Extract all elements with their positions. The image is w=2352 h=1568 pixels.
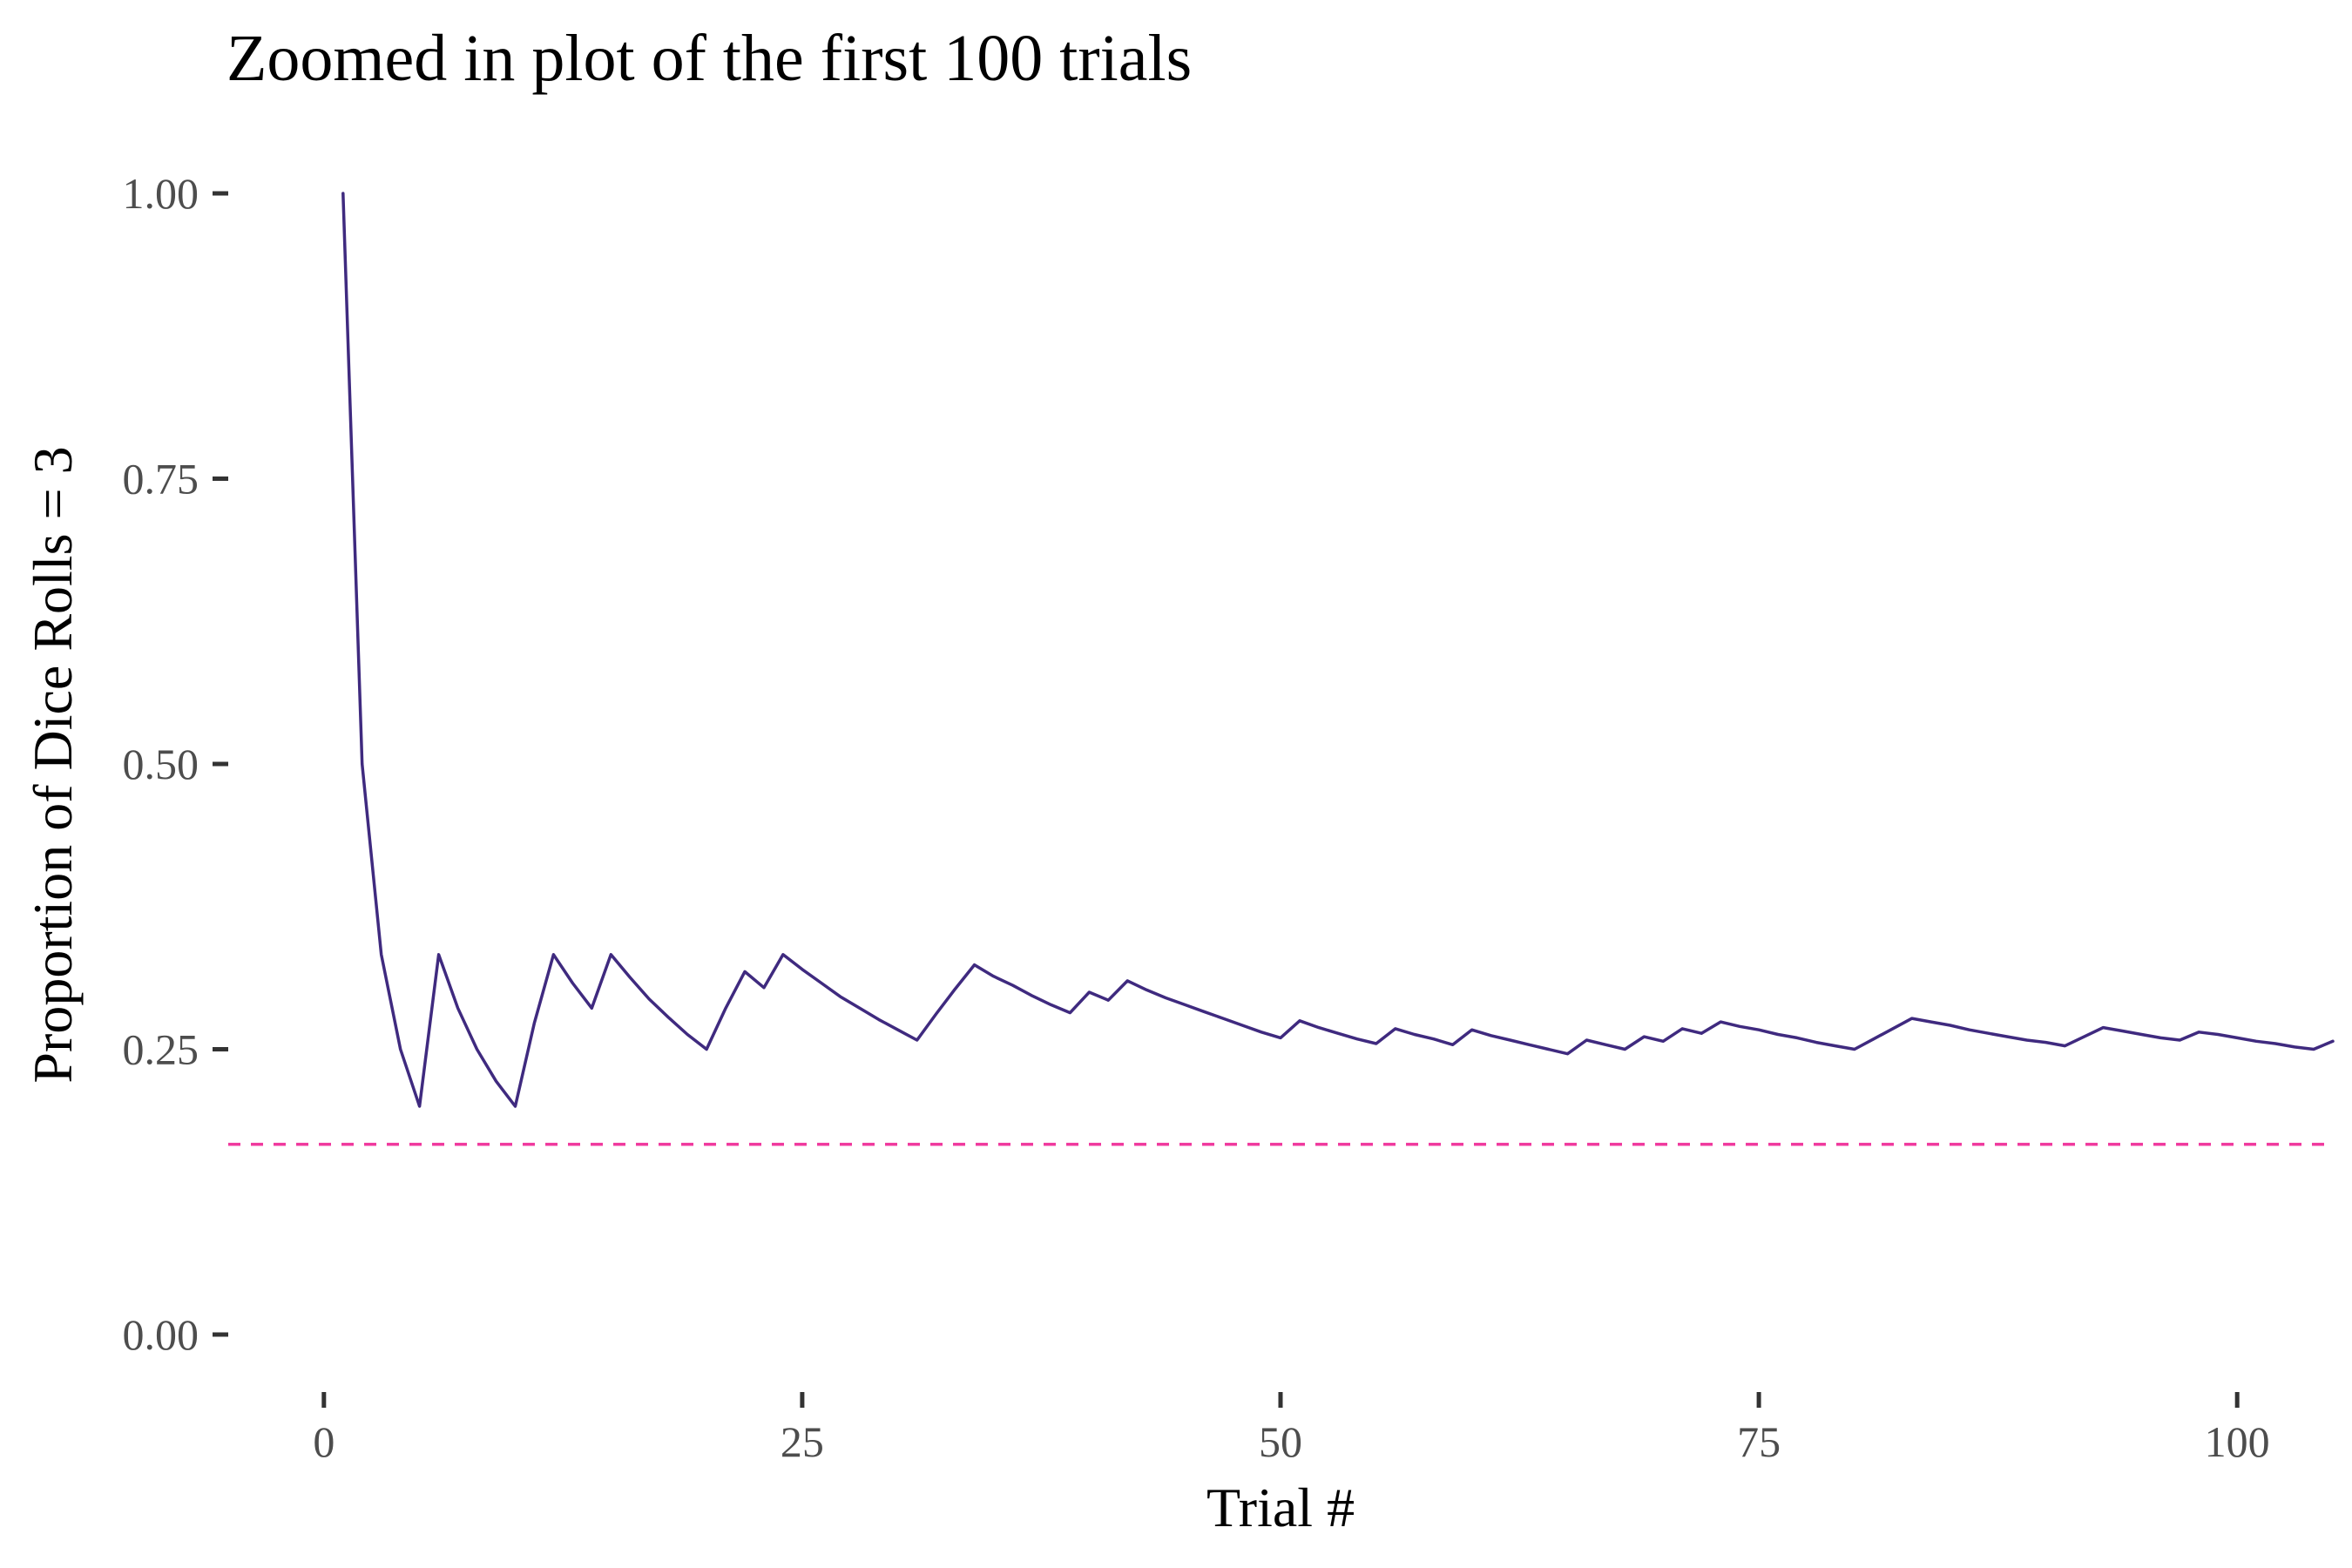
y-axis: 0.00 0.25 0.50 0.75 1.00 [123,169,228,1359]
y-tick-label: 0.75 [123,455,199,504]
x-tick-label: 75 [1737,1417,1781,1466]
x-axis: 0 25 50 75 100 [313,1392,2270,1466]
y-tick-label: 0.00 [123,1310,199,1359]
series-line [341,192,2335,1108]
x-tick-label: 25 [781,1417,824,1466]
x-tick-label: 0 [313,1417,335,1466]
x-tick-label: 100 [2205,1417,2270,1466]
chart-title: Zoomed in plot of the first 100 trials [226,22,1192,95]
plot-area [228,192,2335,1146]
x-axis-title: Trial # [1206,1477,1355,1538]
x-tick-label: 50 [1259,1417,1302,1466]
y-axis-title: Proportion of Dice Rolls = 3 [22,446,84,1083]
y-tick-label: 0.50 [123,740,199,788]
y-tick-label: 1.00 [123,169,199,218]
y-tick-label: 0.25 [123,1025,199,1074]
